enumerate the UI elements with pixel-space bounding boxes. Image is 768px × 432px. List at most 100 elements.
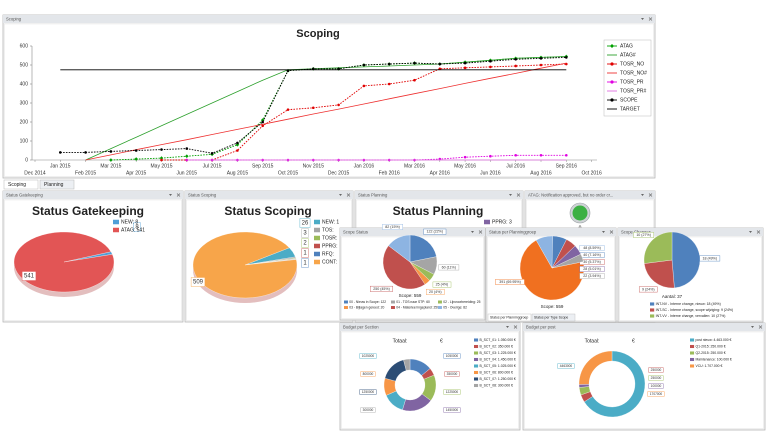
data-point bbox=[134, 149, 138, 152]
tab[interactable] bbox=[487, 313, 532, 322]
data-label: 4463000 bbox=[560, 364, 573, 368]
legend-label: PPRG: bbox=[322, 243, 338, 249]
data-label-box bbox=[579, 266, 605, 272]
chart-title: Scoping bbox=[296, 28, 339, 40]
pin-button[interactable] bbox=[602, 231, 605, 233]
data-point bbox=[463, 66, 467, 70]
close-button[interactable] bbox=[648, 17, 653, 21]
close-button[interactable] bbox=[648, 193, 653, 197]
pin-button[interactable] bbox=[641, 194, 644, 196]
data-label: 22 (3.94%) bbox=[583, 274, 601, 278]
legend-label: TOS: bbox=[322, 227, 334, 233]
data-label: 250000 bbox=[651, 368, 662, 372]
legend-marker bbox=[610, 98, 614, 102]
legend-swatch bbox=[690, 344, 695, 349]
data-label-box bbox=[190, 277, 206, 287]
data-label: 60 (11%) bbox=[442, 265, 456, 269]
data-point bbox=[337, 103, 340, 107]
data-label: 1 bbox=[303, 251, 307, 257]
chart-title: Aantal: 37 bbox=[662, 294, 683, 299]
data-label: 250000 bbox=[651, 376, 662, 380]
pie-slice bbox=[192, 231, 298, 299]
data-point bbox=[489, 154, 492, 158]
data-label-box bbox=[443, 389, 461, 395]
data-label-box bbox=[647, 391, 665, 397]
legend-swatch bbox=[474, 377, 479, 381]
pin-button[interactable] bbox=[169, 194, 172, 196]
legend-swatch bbox=[474, 338, 479, 342]
legend-marker bbox=[610, 62, 614, 66]
legend-swatch bbox=[391, 306, 395, 309]
legend-label: post nieuw: 4.463.000 € bbox=[695, 338, 731, 342]
data-label-box bbox=[432, 281, 452, 288]
x-tick-label: Sep 2015 bbox=[252, 163, 274, 169]
data-label-box bbox=[359, 353, 377, 359]
close-button[interactable] bbox=[609, 230, 614, 234]
x-tick-label: Feb 2015 bbox=[75, 170, 96, 176]
close-button[interactable] bbox=[346, 193, 351, 197]
legend-label: B_SCT_02: 350.000 € bbox=[479, 344, 513, 348]
indicator-light bbox=[572, 205, 588, 221]
pin-button[interactable] bbox=[749, 231, 752, 233]
window-title-bar bbox=[3, 191, 183, 199]
legend-label: RFQ: bbox=[322, 251, 334, 257]
x-tick-label: Feb 2016 bbox=[379, 170, 400, 176]
close-button[interactable] bbox=[516, 193, 521, 197]
data-label: 350000 bbox=[447, 372, 458, 376]
window-title-bar bbox=[486, 228, 616, 236]
tab[interactable] bbox=[531, 313, 576, 322]
data-label-box bbox=[443, 353, 461, 359]
close-button[interactable] bbox=[176, 193, 181, 197]
legend-label: TOSR_NO bbox=[620, 61, 644, 67]
pie-slice bbox=[13, 231, 115, 293]
legend-box bbox=[603, 39, 652, 117]
data-label-box bbox=[301, 238, 309, 248]
data-label-box bbox=[699, 255, 721, 262]
data-label: 8 bbox=[135, 225, 139, 231]
pin-button[interactable] bbox=[641, 18, 644, 20]
x-tick-label: Aug 2015 bbox=[227, 170, 249, 176]
data-label-box bbox=[648, 367, 664, 373]
data-point bbox=[489, 65, 492, 69]
legend-swatch bbox=[314, 243, 320, 249]
close-button[interactable] bbox=[756, 230, 761, 234]
data-label: 250 (45%) bbox=[373, 287, 390, 291]
x-tick-label: Mar 2015 bbox=[100, 163, 121, 169]
close-button[interactable] bbox=[758, 325, 763, 329]
data-label: 100000 bbox=[651, 384, 662, 388]
y-tick-label: 500 bbox=[20, 62, 29, 68]
pie-slice bbox=[643, 231, 673, 264]
data-point bbox=[134, 157, 138, 161]
data-point bbox=[413, 61, 416, 65]
x-tick-label: Jun 2015 bbox=[177, 170, 198, 176]
window-title: Status per Planninggroep bbox=[489, 229, 537, 234]
close-button[interactable] bbox=[513, 325, 518, 329]
x-tick-label: May 2015 bbox=[151, 163, 173, 169]
data-point bbox=[539, 153, 543, 157]
pin-button[interactable] bbox=[751, 326, 754, 328]
legend-swatch bbox=[113, 227, 119, 233]
data-point bbox=[236, 149, 239, 152]
tab[interactable] bbox=[39, 179, 75, 190]
window-title: Scope Status bbox=[343, 229, 368, 234]
x-tick-label: Oct 2015 bbox=[278, 170, 299, 176]
data-label: 1707000 bbox=[650, 392, 663, 396]
legend-swatch bbox=[474, 351, 479, 355]
window-title: Budget per Section bbox=[343, 324, 379, 329]
data-label: 30 (5.37%) bbox=[583, 260, 601, 264]
close-button[interactable] bbox=[478, 230, 483, 234]
pin-button[interactable] bbox=[339, 194, 342, 196]
pin-button[interactable] bbox=[509, 194, 512, 196]
data-label-box bbox=[370, 285, 393, 292]
pin-button[interactable] bbox=[471, 231, 474, 233]
window-title: Status Planning bbox=[358, 192, 388, 197]
pin-button[interactable] bbox=[506, 326, 509, 328]
data-point bbox=[463, 61, 467, 65]
data-label: 48 (8.59%) bbox=[583, 246, 601, 250]
data-label-box bbox=[426, 288, 445, 295]
data-point bbox=[84, 151, 87, 154]
legend-swatch bbox=[690, 351, 695, 355]
data-label: 9 (24%) bbox=[642, 287, 655, 291]
tab[interactable] bbox=[3, 179, 39, 190]
